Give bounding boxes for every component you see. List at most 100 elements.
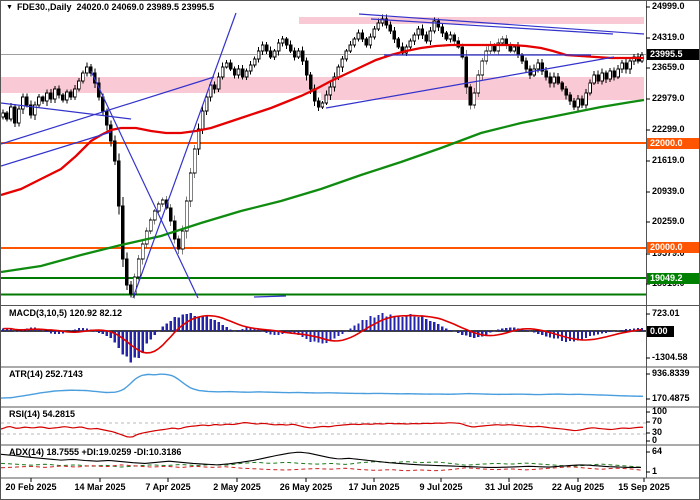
axis-label: 22979.0 <box>652 93 685 103</box>
macd-histogram-bar <box>233 331 236 332</box>
candle-body <box>308 74 313 90</box>
axis-label: 24999.0 <box>652 1 685 11</box>
macd-histogram-bar <box>69 330 72 332</box>
candle-body <box>157 203 161 212</box>
trendline[interactable] <box>90 70 199 299</box>
macd-histogram-bar <box>545 331 548 337</box>
macd-indicator-label: MACD(3,10,5) 120.92 82.12 <box>9 308 123 318</box>
macd-histogram-bar <box>489 331 492 333</box>
macd-histogram-bar <box>53 331 57 334</box>
candle-body <box>536 62 540 70</box>
axis-label: 20939.0 <box>652 186 685 196</box>
candle-body <box>188 172 193 202</box>
macd-histogram-bar <box>501 328 504 331</box>
macd-histogram-bar <box>409 314 412 331</box>
macd-histogram-bar <box>592 331 596 336</box>
candle-body <box>248 64 253 72</box>
macd-histogram-bar <box>181 314 184 331</box>
ma-fast-red-line[interactable] <box>1 43 644 197</box>
macd-histogram-bar <box>105 331 108 336</box>
time-axis-label: 31 Jul 2025 <box>484 482 534 492</box>
macd-histogram-bar <box>193 315 196 331</box>
axis-label: 64 <box>652 446 663 456</box>
candle-body <box>85 66 89 74</box>
macd-histogram-bar <box>217 322 220 331</box>
macd-histogram-bar <box>353 325 356 331</box>
candle-body <box>332 76 337 88</box>
macd-histogram-bar <box>97 331 100 333</box>
candle-body <box>460 46 465 58</box>
candle-body <box>608 70 612 80</box>
candle-body <box>125 258 129 286</box>
candle-body <box>49 92 53 100</box>
macd-histogram-bar <box>329 331 332 341</box>
macd-histogram-bar <box>385 316 388 331</box>
time-axis-label: 22 Aug 2025 <box>551 482 605 492</box>
macd-histogram-bar <box>45 331 49 333</box>
trendline[interactable] <box>370 18 614 35</box>
candle-body <box>81 72 85 82</box>
trendline[interactable] <box>132 12 237 299</box>
macd-histogram-bar <box>445 328 448 331</box>
candle-body <box>592 74 596 84</box>
candle-body <box>21 96 25 110</box>
macd-histogram-bar <box>497 329 500 331</box>
macd-histogram-bar <box>525 330 528 331</box>
candle-body <box>77 80 81 90</box>
trendline[interactable] <box>358 13 645 35</box>
candle-body <box>412 34 417 42</box>
chart-title: ▼ FDE30.,Daily 24020.0 24069.0 23989.5 23… <box>6 2 214 13</box>
macd-histogram-bar <box>569 331 572 341</box>
candle-body <box>364 38 369 46</box>
candle-body <box>105 110 109 126</box>
axis-label: 0 <box>652 435 658 445</box>
ma-slow-green-line[interactable] <box>1 98 645 274</box>
candle-body <box>352 38 357 46</box>
trendline[interactable] <box>253 295 287 298</box>
macd-histogram-bar <box>549 331 552 338</box>
candle-body <box>65 91 69 101</box>
candle-body <box>272 50 277 58</box>
macd-histogram-bar <box>145 331 148 344</box>
trendline[interactable] <box>1 102 132 120</box>
candle-body <box>344 50 349 60</box>
macd-histogram-bar <box>465 331 468 336</box>
candle-body <box>180 230 185 250</box>
candle-body <box>204 96 209 112</box>
time-axis-label: 20 Feb 2025 <box>5 482 57 492</box>
symbol-dropdown-icon[interactable]: ▼ <box>6 4 13 11</box>
time-axis-label: 2 May 2025 <box>213 482 261 492</box>
trendline[interactable] <box>325 56 615 109</box>
candle-body <box>29 104 33 116</box>
time-axis-label: 7 Apr 2025 <box>145 482 191 492</box>
candle-body <box>300 50 305 62</box>
macd-histogram-bar <box>5 328 9 331</box>
macd-zero-badge: 0.00 <box>647 326 674 337</box>
trendline[interactable] <box>1 131 112 167</box>
candle-body <box>516 46 520 56</box>
macd-histogram-bar <box>397 315 400 331</box>
macd-histogram-bar <box>481 331 484 337</box>
trendline[interactable] <box>1 76 215 145</box>
candle-body <box>280 38 285 44</box>
macd-histogram-bar <box>213 320 216 331</box>
candle-body <box>224 62 229 68</box>
candle-body <box>17 108 21 124</box>
candle-body <box>25 96 29 106</box>
macd-histogram-bar <box>277 331 280 336</box>
macd-histogram-bar <box>173 316 176 331</box>
macd-histogram-bar <box>533 331 536 333</box>
macd-histogram-bar <box>261 331 264 332</box>
candle-body <box>57 88 61 96</box>
axis-label: 1 <box>652 466 658 476</box>
price-zone[interactable] <box>1 77 321 93</box>
candle-body <box>1 112 5 118</box>
macd-histogram-bar <box>205 316 208 331</box>
price-zone[interactable] <box>299 17 644 24</box>
candle-body <box>580 98 584 106</box>
candle-body <box>324 94 329 104</box>
candle-body <box>232 68 237 76</box>
macd-histogram-bar <box>405 315 408 331</box>
macd-histogram-bar <box>584 331 588 338</box>
